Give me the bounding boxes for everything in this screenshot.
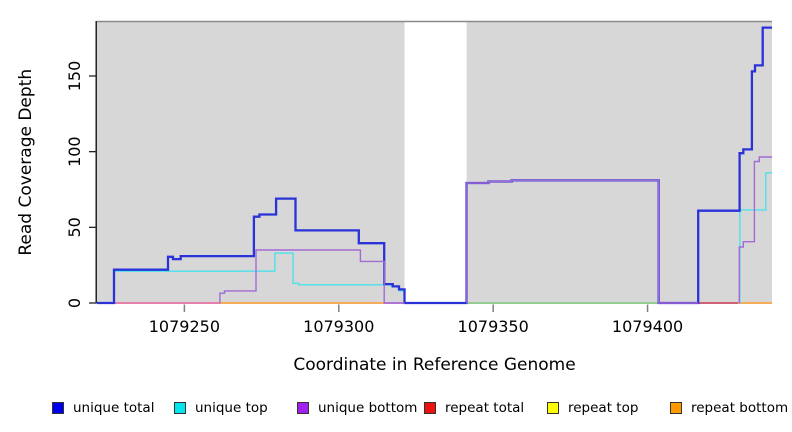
y-tick-label: 50 [65,217,84,237]
legend-label: repeat bottom [691,400,789,416]
legend-entry-repeat-bottom: repeat bottom [670,398,788,418]
legend-label: repeat total [445,400,525,416]
legend-label: unique bottom [318,400,418,416]
series-line-unique-total [97,26,772,305]
legend-label: repeat top [568,400,639,416]
x-tick-label: 1079250 [149,317,220,336]
x-tick-label: 1079300 [303,317,374,336]
legend-swatch-unique-bottom [297,402,309,414]
legend-entry-unique-top: unique top [174,398,268,418]
legend-swatch-unique-top [174,402,186,414]
legend-entry-repeat-top: repeat top [547,398,638,418]
legend-label: unique top [195,400,268,416]
legend-label: unique total [73,400,155,416]
plot-background-left [97,21,405,304]
y-tick-label: 150 [65,61,84,92]
chart-legend: unique total unique top unique bottom repea… [0,398,792,422]
series-line-unique-top [113,252,406,304]
legend-swatch-repeat-total [424,402,436,414]
plot-background-right [466,21,772,304]
legend-entry-unique-total: unique total [52,398,154,418]
x-axis-title: Coordinate in Reference Genome [293,355,575,375]
legend-entry-unique-bottom: unique bottom [297,398,417,418]
legend-entry-repeat-total: repeat total [424,398,524,418]
legend-swatch-repeat-bottom [670,402,682,414]
y-axis-title: Read Coverage Depth [16,69,36,256]
x-tick-label: 1079400 [612,317,683,336]
legend-swatch-repeat-top [547,402,559,414]
legend-swatch-unique-total [52,402,64,414]
x-tick-label: 1079350 [458,317,529,336]
series-line-unique-bottom [738,156,772,304]
series-line-unique-bottom [466,179,699,304]
y-tick-label: 100 [65,136,84,167]
y-tick-label: 0 [65,298,84,308]
series-line-unique-bottom [219,249,405,304]
